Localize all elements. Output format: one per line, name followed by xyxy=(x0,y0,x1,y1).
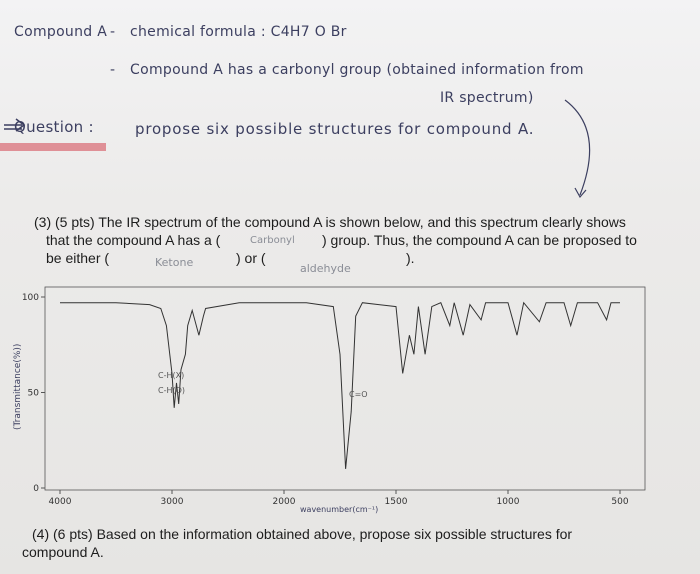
spectrum-line xyxy=(60,301,620,469)
x-tick-label: 1000 xyxy=(497,497,520,507)
q3-line: be either ( xyxy=(46,250,110,266)
annotation: C-H(X) xyxy=(158,371,184,380)
note-arrow xyxy=(564,99,591,196)
x-tick-label: 500 xyxy=(611,497,628,507)
annotation: C=O xyxy=(349,390,368,399)
y-tick-label: 100 xyxy=(22,293,39,303)
y-axis-label: (Transmittance(%)) xyxy=(13,344,23,430)
q4-line: (4) (6 pts) Based on the information obt… xyxy=(32,526,573,542)
answer-ketone: Ketone xyxy=(155,256,194,269)
note-dash: - xyxy=(110,24,116,40)
answer-carbonyl: Carbonyl xyxy=(250,235,295,246)
q3-line: ). xyxy=(406,250,415,266)
note-dash: - xyxy=(110,62,116,78)
note-arrow-head xyxy=(574,187,587,199)
arrow-icon xyxy=(4,118,26,132)
q3-line: ) group. Thus, the compound A can be pro… xyxy=(322,232,637,248)
note-compound: Compound A xyxy=(14,24,108,40)
note-carbonyl: IR spectrum) xyxy=(440,90,534,106)
plot-frame xyxy=(44,286,646,491)
annotation: C-H(O) xyxy=(158,386,185,395)
y-tick-label: 50 xyxy=(28,389,40,399)
note-question-label: Question : xyxy=(14,118,94,136)
note-carbonyl: Compound A has a carbonyl group (obtaine… xyxy=(130,62,584,78)
q3-line: ) or ( xyxy=(236,250,266,266)
note-question: propose six possible structures for comp… xyxy=(135,120,535,138)
x-tick-label: 2000 xyxy=(273,497,296,507)
answer-aldehyde: aldehyde xyxy=(300,262,351,275)
x-tick-label: 3000 xyxy=(161,497,184,507)
q3-line: (3) (5 pts) The IR spectrum of the compo… xyxy=(34,214,626,230)
x-tick-label: 1500 xyxy=(385,497,408,507)
x-tick-label: 4000 xyxy=(49,497,72,507)
y-tick-label: 0 xyxy=(33,484,39,494)
q3-line: that the compound A has a ( xyxy=(46,232,221,248)
highlight-scribble xyxy=(0,143,106,151)
note-formula: chemical formula : C4H7 O Br xyxy=(130,24,347,40)
q4-line: compound A. xyxy=(22,544,104,560)
x-axis-label: wavenumber(cm⁻¹) xyxy=(300,505,378,514)
